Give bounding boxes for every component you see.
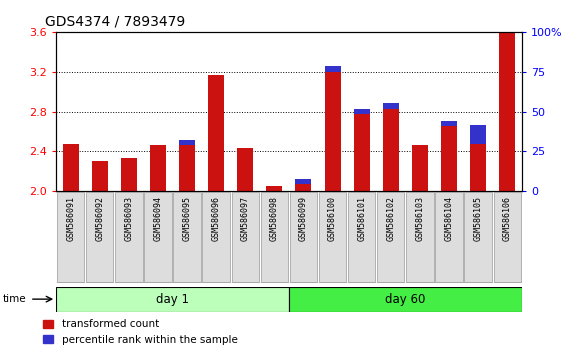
Bar	[470, 144, 486, 191]
FancyBboxPatch shape	[203, 192, 230, 282]
Bar	[63, 144, 79, 191]
Bar	[441, 126, 457, 191]
Bar	[383, 109, 399, 191]
Text: day 60: day 60	[385, 293, 425, 306]
Text: GSM586091: GSM586091	[66, 196, 75, 241]
Text: GSM586101: GSM586101	[357, 196, 366, 241]
FancyBboxPatch shape	[261, 192, 288, 282]
FancyBboxPatch shape	[289, 287, 522, 312]
FancyBboxPatch shape	[56, 287, 289, 312]
Text: GSM586093: GSM586093	[125, 196, 134, 241]
Legend: transformed count, percentile rank within the sample: transformed count, percentile rank withi…	[39, 315, 242, 349]
FancyBboxPatch shape	[348, 192, 375, 282]
Bar	[325, 72, 341, 191]
Text: time: time	[3, 294, 26, 304]
Bar	[237, 148, 253, 191]
Text: GSM586095: GSM586095	[182, 196, 191, 241]
Bar	[470, 125, 486, 144]
Bar	[412, 145, 428, 191]
Bar	[296, 184, 311, 191]
Bar	[179, 140, 195, 145]
FancyBboxPatch shape	[494, 192, 521, 282]
Bar	[296, 179, 311, 184]
Text: GSM586097: GSM586097	[241, 196, 250, 241]
Text: GSM586094: GSM586094	[154, 196, 163, 241]
Text: GSM586099: GSM586099	[299, 196, 308, 241]
Text: GSM586103: GSM586103	[415, 196, 424, 241]
FancyBboxPatch shape	[290, 192, 317, 282]
FancyBboxPatch shape	[173, 192, 201, 282]
Bar	[383, 103, 399, 109]
FancyBboxPatch shape	[232, 192, 259, 282]
Text: GSM586105: GSM586105	[473, 196, 482, 241]
Text: GSM586102: GSM586102	[387, 196, 396, 241]
Bar	[121, 158, 137, 191]
FancyBboxPatch shape	[377, 192, 404, 282]
Text: GSM586100: GSM586100	[328, 196, 337, 241]
Bar	[266, 186, 282, 191]
Bar	[92, 161, 108, 191]
Bar	[353, 114, 370, 191]
Text: day 1: day 1	[156, 293, 189, 306]
FancyBboxPatch shape	[435, 192, 463, 282]
Text: GSM586098: GSM586098	[270, 196, 279, 241]
Text: GSM586106: GSM586106	[503, 196, 512, 241]
Bar	[150, 145, 166, 191]
Text: GSM586092: GSM586092	[95, 196, 104, 241]
FancyBboxPatch shape	[115, 192, 142, 282]
FancyBboxPatch shape	[144, 192, 172, 282]
FancyBboxPatch shape	[86, 192, 113, 282]
Text: GSM586096: GSM586096	[211, 196, 220, 241]
Bar	[499, 27, 515, 33]
Bar	[179, 145, 195, 191]
Text: GDS4374 / 7893479: GDS4374 / 7893479	[45, 14, 185, 28]
FancyBboxPatch shape	[319, 192, 346, 282]
FancyBboxPatch shape	[406, 192, 434, 282]
Bar	[499, 33, 515, 191]
Bar	[208, 75, 224, 191]
Bar	[353, 109, 370, 114]
Bar	[325, 66, 341, 72]
FancyBboxPatch shape	[57, 192, 84, 282]
FancyBboxPatch shape	[465, 192, 492, 282]
Bar	[441, 121, 457, 126]
Text: GSM586104: GSM586104	[444, 196, 453, 241]
